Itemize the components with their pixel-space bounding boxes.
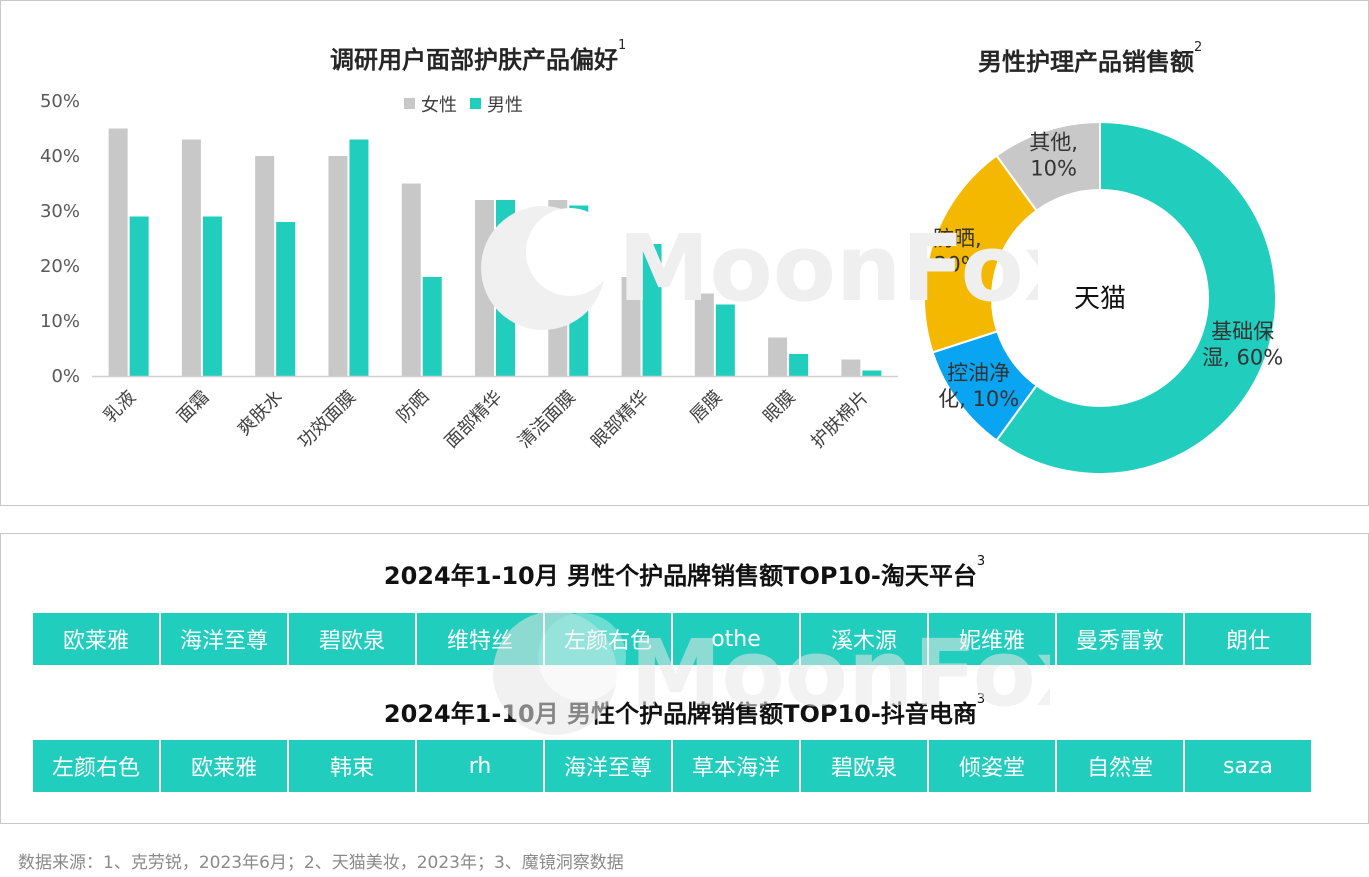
donut-slice-label: 基础保湿, 60%: [1202, 319, 1283, 369]
brand-panel: 2024年1-10月 男性个护品牌销售额TOP10-淘天平台3 欧莱雅 海洋至尊碧…: [0, 533, 1369, 824]
taotian-brand-cell: 溪木源: [801, 613, 927, 665]
donut-chart-title: 男性护理产品销售额2: [978, 40, 1203, 76]
douyin-brand-cell: 左颜右色: [33, 740, 159, 792]
legend-label: 女性: [421, 95, 457, 116]
x-tick-label: 防晒: [393, 387, 433, 427]
bar-chart: 0% 10% 20% 30% 40% 50% 乳液 面霜 爽肤水 功效面膜 防晒 面部精华 清洁面膜 眼部…: [40, 91, 898, 453]
douyin-brand-cell: 海洋至尊: [545, 740, 671, 792]
taotian-brand-cell: 维特丝: [417, 613, 543, 665]
douyin-brand-cell: 韩束: [289, 740, 415, 792]
bar-male: [789, 354, 809, 376]
bar-male: [715, 304, 735, 376]
douyin-title-note: 3: [976, 692, 986, 707]
source-footnote: 数据来源：1、克劳锐，2023年6月；2、天猫美妆，2023年；3、魔镜洞察数据: [18, 853, 624, 873]
x-tick-label: 眼膜: [759, 387, 799, 427]
donut-slice: [923, 154, 1038, 354]
bar-female: [621, 277, 641, 376]
bar-male: [129, 216, 149, 376]
x-tick-label: 唇膜: [686, 387, 726, 427]
taotian-brand-row: 欧莱雅 海洋至尊 碧欧泉 维特丝 左颜右色 othe 溪木源 妮维雅 曼秀雷敦 朗仕: [33, 613, 1311, 665]
donut-slice-label: 控油净化, 10%: [938, 361, 1019, 411]
y-tick-label: 10%: [40, 311, 80, 332]
bar-female: [401, 183, 421, 376]
douyin-brand-cell: 草本海洋: [673, 740, 799, 792]
y-tick-label: 40%: [40, 146, 80, 167]
donut-center-label: 天猫: [1074, 284, 1126, 314]
douyin-brand-cell: saza: [1185, 740, 1311, 792]
x-tick-label: 清洁面膜: [514, 387, 580, 453]
y-tick-label: 30%: [40, 201, 80, 222]
douyin-brand-cell: 倾姿堂: [929, 740, 1055, 792]
y-tick-label: 0%: [51, 366, 80, 387]
douyin-brand-row: 左颜右色 欧莱雅 韩束 rh 海洋至尊 草本海洋 碧欧泉 倾姿堂 自然堂 saza: [33, 740, 1311, 792]
donut-chart-title-note: 2: [1194, 40, 1203, 55]
taotian-title: 2024年1-10月 男性个护品牌销售额TOP10-淘天平台3: [383, 554, 986, 590]
donut-slice-label: 防晒, 20%: [933, 227, 982, 277]
bar-female: [181, 139, 201, 376]
taotian-title-note: 3: [976, 554, 986, 569]
bar-chart-title-note: 1: [618, 38, 627, 53]
legend-swatch: [404, 98, 415, 109]
x-tick-label: 眼部精华: [587, 387, 653, 453]
bar-male: [862, 370, 882, 376]
bar-female: [255, 156, 275, 376]
y-tick-label: 50%: [40, 91, 80, 112]
taotian-brand-cell: 左颜右色: [545, 613, 671, 665]
bar-chart-title: 调研用户面部护肤产品偏好1: [330, 38, 627, 74]
taotian-brand-cell: 妮维雅: [929, 613, 1055, 665]
bar-male: [422, 277, 442, 376]
bar-female: [694, 293, 714, 376]
taotian-brand-cell: othe: [673, 613, 799, 665]
x-tick-label: 功效面膜: [294, 387, 360, 453]
taotian-brand-cell: 朗仕: [1185, 613, 1311, 665]
bar-male: [642, 244, 662, 376]
bar-female: [328, 156, 348, 376]
bar-female: [548, 200, 568, 376]
bar-female: [108, 128, 128, 376]
donut-slice: [995, 120, 1101, 213]
taotian-brand-cell: 欧莱雅: [33, 613, 159, 665]
donut-slice: [995, 120, 1277, 475]
legend-swatch: [470, 98, 481, 109]
x-tick-label: 面霜: [173, 387, 213, 427]
douyin-brand-cell: 欧莱雅: [161, 740, 287, 792]
x-tick-label: 面部精华: [441, 387, 507, 453]
bar-male: [349, 139, 369, 376]
bar-female: [768, 337, 788, 376]
bar-female: [841, 359, 861, 376]
y-tick-label: 20%: [40, 256, 80, 277]
bar-female: [475, 200, 494, 376]
bar-male: [569, 205, 589, 376]
legend-label: 男性: [487, 95, 523, 116]
douyin-brand-cell: 碧欧泉: [801, 740, 927, 792]
donut-slice-label: 其他, 10%: [1029, 130, 1078, 180]
x-tick-label: 爽肤水: [234, 387, 287, 440]
douyin-brand-cell: 自然堂: [1057, 740, 1183, 792]
bar-male: [202, 216, 222, 376]
douyin-title: 2024年1-10月 男性个护品牌销售额TOP10-抖音电商3: [383, 692, 986, 728]
douyin-brand-cell: rh: [417, 740, 543, 792]
taotian-brand-cell: 海洋至尊: [161, 613, 287, 665]
taotian-brand-cell: 曼秀雷敦: [1057, 613, 1183, 665]
bar-male: [496, 200, 515, 376]
taotian-brand-cell: 碧欧泉: [289, 613, 415, 665]
donut-chart: 基础保湿, 60% 控油净化, 10% 防晒, 20% 其他, 10% 天猫: [923, 120, 1283, 475]
x-tick-label: 护肤棉片: [807, 387, 873, 453]
x-tick-label: 乳液: [100, 387, 140, 427]
bar-male: [276, 222, 296, 376]
